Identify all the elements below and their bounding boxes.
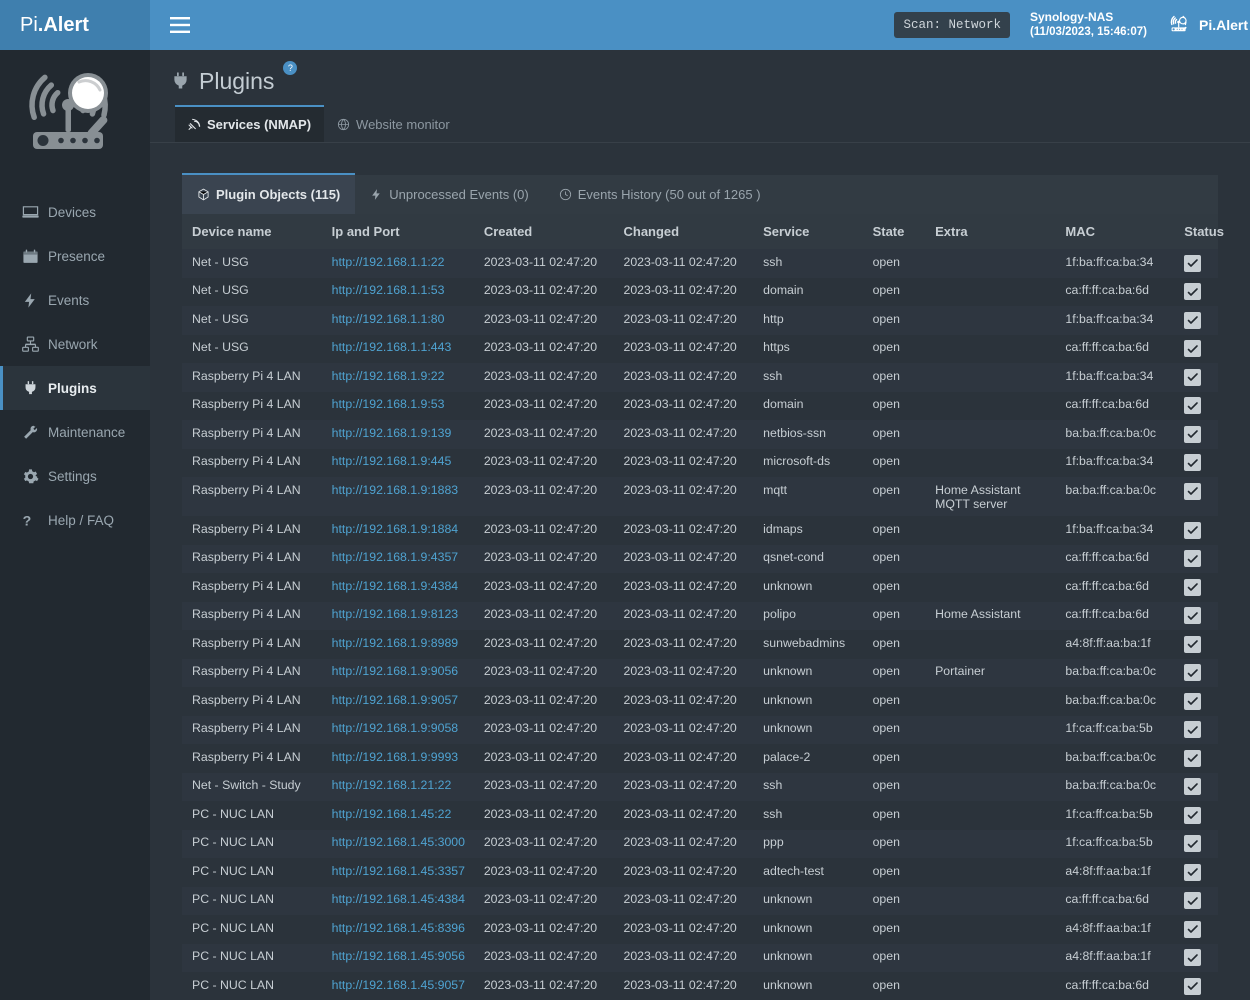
svg-text:?: ?: [23, 513, 32, 529]
